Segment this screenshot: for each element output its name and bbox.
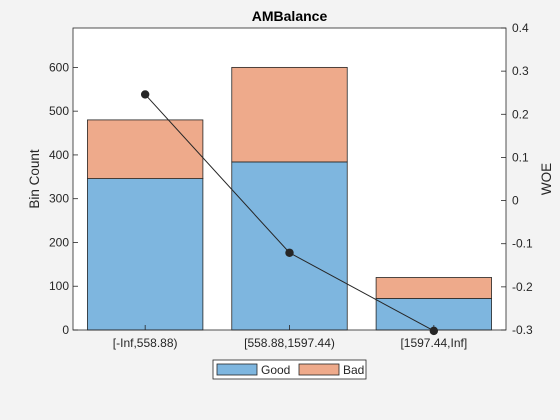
bars-group xyxy=(87,66,492,331)
y-tick-label: 600 xyxy=(49,60,69,74)
y-tick-label: 500 xyxy=(49,104,69,118)
y-right-tick-label: -0.1 xyxy=(512,237,533,251)
bar-good-0 xyxy=(87,178,204,331)
woe-point-0 xyxy=(140,90,150,99)
y-right-tick-label: 0.1 xyxy=(512,150,529,164)
woe-line-group xyxy=(140,90,439,336)
y-right-tick-label: 0.3 xyxy=(512,64,529,78)
y-right-tick-label: 0.2 xyxy=(512,107,529,121)
legend-swatch-bad xyxy=(298,363,340,376)
x-tick-label: [558.88,1597.44) xyxy=(244,336,335,350)
woe-point-2 xyxy=(429,326,439,336)
y-right-tick-label: 0.4 xyxy=(512,21,529,35)
y-axis-label: Bin Count xyxy=(27,149,42,209)
bar-bad-2 xyxy=(375,277,492,299)
right-axis: -0.3 -0.2 -0.1 0 0.1 0.2 0.3 0.4 xyxy=(501,21,533,337)
y-tick-label: 300 xyxy=(49,192,69,206)
woe-point-1 xyxy=(285,248,294,257)
y-axis-right-label: WOE xyxy=(539,163,554,195)
y-right-tick-label: -0.2 xyxy=(512,280,533,294)
y-tick-label: 400 xyxy=(49,148,69,162)
y-right-tick-label: -0.3 xyxy=(512,323,533,337)
x-axis: [-Inf,558.88) [558.88,1597.44) [1597.44,In… xyxy=(113,325,467,350)
legend: Good Bad xyxy=(212,359,367,380)
bar-good-1 xyxy=(231,161,348,331)
x-tick-label: [-Inf,558.88) xyxy=(113,336,178,350)
y-tick-label: 100 xyxy=(49,279,69,293)
chart-title: AMBalance xyxy=(252,8,328,24)
legend-swatch-good xyxy=(216,363,258,376)
y-right-tick-label: 0 xyxy=(512,194,519,208)
bar-bad-0 xyxy=(87,119,204,179)
left-axis: 0 100 200 300 400 500 600 xyxy=(49,60,78,337)
bar-bad-1 xyxy=(231,66,348,163)
legend-label-bad: Bad xyxy=(343,363,364,377)
x-tick-label: [1597.44,Inf] xyxy=(400,336,467,350)
y-tick-label: 0 xyxy=(62,323,69,337)
y-tick-label: 200 xyxy=(49,235,69,249)
legend-label-good: Good xyxy=(261,363,290,377)
